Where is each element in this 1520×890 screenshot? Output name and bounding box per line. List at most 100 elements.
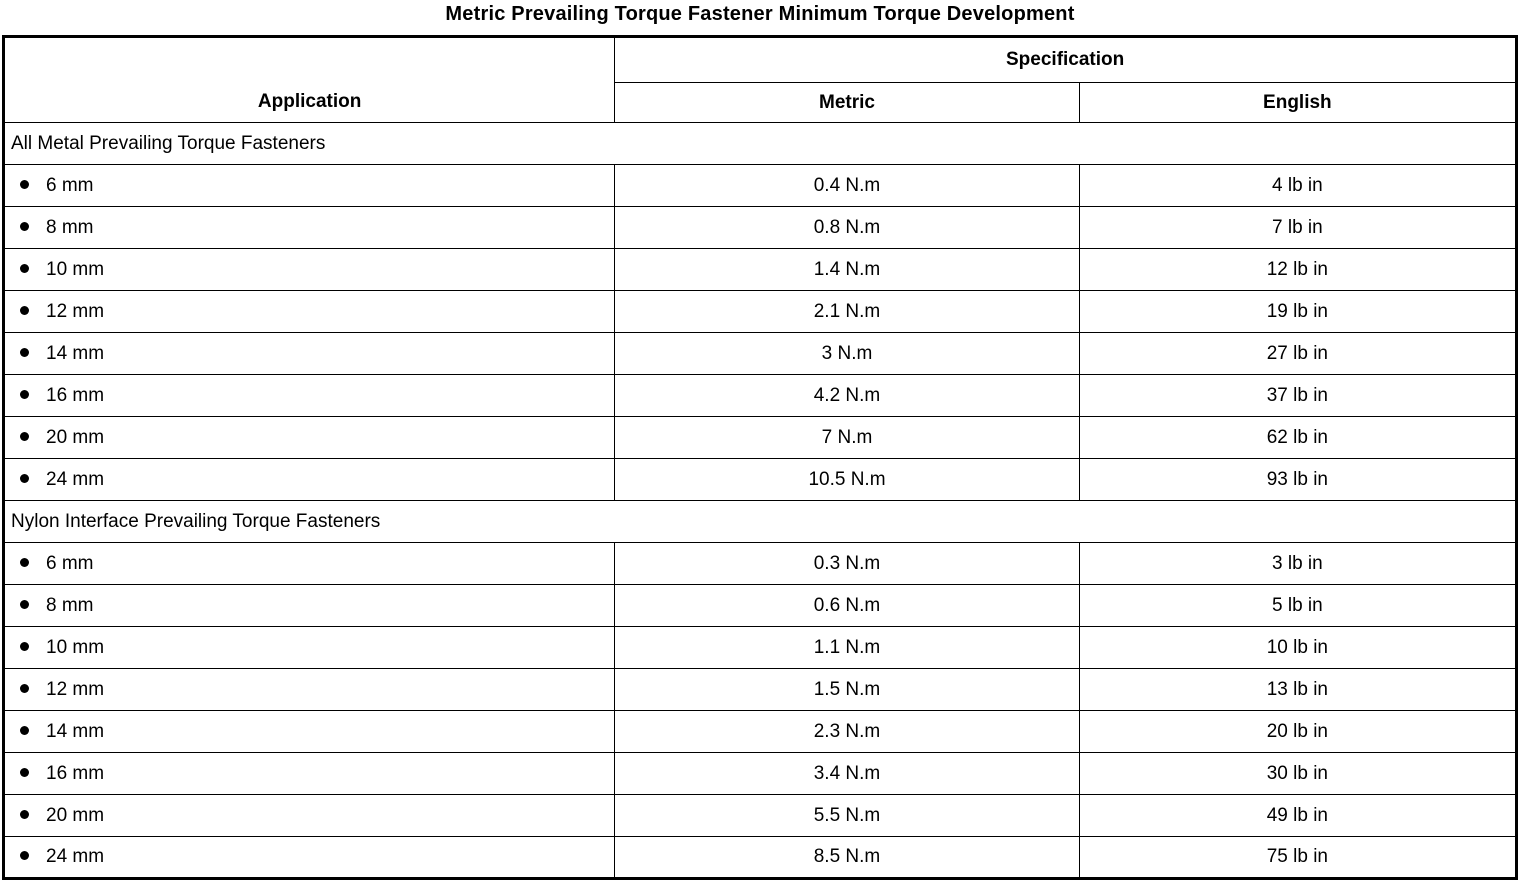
metric-value: 0.6 N.m [614,584,1080,627]
table-row: 14 mm 2.3 N.m 20 lb in [2,710,1518,753]
application-label: 20 mm [46,804,105,826]
application-label: 12 mm [46,300,105,322]
section-label: All Metal Prevailing Torque Fasteners [3,122,1517,165]
application-cell: 6 mm [2,164,616,207]
application-cell: 16 mm [2,374,616,417]
header-row-units: Metric English [4,82,1518,123]
table-row: 24 mm 8.5 N.m 75 lb in [2,836,1518,879]
page-title: Metric Prevailing Torque Fastener Minimu… [445,3,1075,25]
application-label: 20 mm [46,426,105,448]
application-label: 10 mm [46,636,105,658]
table-row: 12 mm 2.1 N.m 19 lb in [2,290,1518,333]
bullet-icon [20,263,29,273]
english-value: 12 lb in [1078,248,1518,291]
table-row: 20 mm 7 N.m 62 lb in [2,416,1518,459]
table-row: 14 mm 3 N.m 27 lb in [2,332,1518,375]
application-cell: 14 mm [2,332,616,375]
metric-value: 7 N.m [614,416,1080,459]
application-cell: 14 mm [2,710,616,753]
application-label: 8 mm [46,594,94,616]
application-label: 24 mm [46,846,105,867]
english-value: 3 lb in [1078,542,1518,585]
metric-value: 0.3 N.m [614,542,1080,585]
english-value: 20 lb in [1078,710,1518,753]
english-value: 62 lb in [1078,416,1518,459]
metric-value: 10.5 N.m [614,458,1080,501]
bullet-icon [20,221,29,231]
metric-value: 2.1 N.m [614,290,1080,333]
application-cell: 10 mm [2,248,616,291]
metric-value: 0.4 N.m [614,164,1080,207]
section-header-row: Nylon Interface Prevailing Torque Fasten… [3,500,1517,543]
column-header-application: Application [2,36,616,123]
application-cell: 24 mm [2,836,616,879]
table-row: 10 mm 1.4 N.m 12 lb in [2,248,1518,291]
english-value: 27 lb in [1078,332,1518,375]
bullet-icon [20,305,29,315]
table-body: All Metal Prevailing Torque Fasteners 6 m… [2,122,1518,879]
application-cell: 20 mm [2,416,616,459]
table-row: 12 mm 1.5 N.m 13 lb in [2,668,1518,711]
application-label: 14 mm [46,342,105,364]
bullet-icon [20,767,29,777]
bullet-icon [20,851,29,861]
application-label: 6 mm [46,552,94,574]
application-label: 12 mm [46,678,105,700]
column-header-metric: Metric [614,82,1080,123]
application-cell: 8 mm [2,206,616,249]
table-row: 6 mm 0.4 N.m 4 lb in [2,164,1518,207]
application-cell: 6 mm [2,542,616,585]
english-value: 19 lb in [1078,290,1518,333]
metric-value: 1.1 N.m [614,626,1080,669]
application-label: 10 mm [46,258,105,280]
bullet-icon [20,389,29,399]
metric-value: 4.2 N.m [614,374,1080,417]
column-header-specification: Specification [614,36,1517,83]
english-value: 30 lb in [1078,752,1518,795]
english-value: 13 lb in [1078,668,1518,711]
table-row: 10 mm 1.1 N.m 10 lb in [2,626,1518,669]
application-label: 8 mm [46,216,94,238]
section-header-row: All Metal Prevailing Torque Fasteners [3,122,1517,165]
bullet-icon [20,641,29,651]
english-value: 4 lb in [1078,164,1518,207]
section-label: Nylon Interface Prevailing Torque Fasten… [3,500,1517,543]
application-cell: 12 mm [2,290,616,333]
bullet-icon [20,599,29,609]
table-row: 8 mm 0.8 N.m 7 lb in [2,206,1518,249]
metric-value: 2.3 N.m [614,710,1080,753]
metric-value: 8.5 N.m [614,836,1080,879]
bullet-icon [20,179,29,189]
table-row: 8 mm 0.6 N.m 5 lb in [2,584,1518,627]
bullet-icon [20,557,29,567]
application-cell: 24 mm [2,458,616,501]
metric-value: 3.4 N.m [614,752,1080,795]
bullet-icon [20,473,29,483]
bullet-icon [20,725,29,735]
metric-value: 5.5 N.m [614,794,1080,837]
bullet-icon [20,347,29,357]
application-label: 6 mm [46,174,94,196]
table-row: 16 mm 4.2 N.m 37 lb in [2,374,1518,417]
table-header: Application Specification Metric English [2,36,1518,123]
metric-value: 3 N.m [614,332,1080,375]
english-value: 5 lb in [1078,584,1518,627]
bullet-icon [20,809,29,819]
bullet-icon [20,431,29,441]
table-row: 16 mm 3.4 N.m 30 lb in [2,752,1518,795]
application-label: 14 mm [46,720,105,742]
english-value: 37 lb in [1078,374,1518,417]
metric-value: 1.5 N.m [614,668,1080,711]
application-cell: 12 mm [2,668,616,711]
english-value: 49 lb in [1078,794,1518,837]
english-value: 7 lb in [1078,206,1518,249]
torque-spec-table: Application Specification Metric English… [2,35,1518,880]
application-cell: 8 mm [2,584,616,627]
english-value: 93 lb in [1078,458,1518,501]
application-label: 16 mm [46,384,105,406]
application-cell: 20 mm [2,794,616,837]
english-value: 75 lb in [1078,836,1518,879]
column-header-english: English [1078,82,1518,123]
application-label: 16 mm [46,762,105,784]
